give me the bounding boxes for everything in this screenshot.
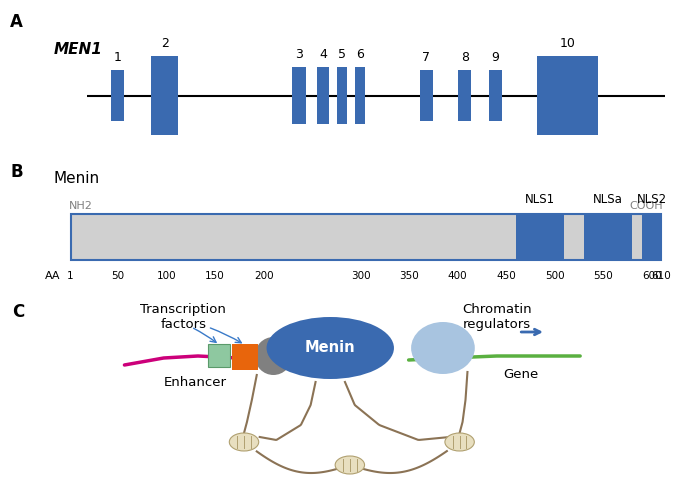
Text: 400: 400 (448, 271, 467, 281)
Bar (232, 344, 258, 370)
Bar (584, 214, 632, 260)
Text: Enhancer: Enhancer (164, 376, 227, 389)
Text: 10: 10 (560, 37, 575, 50)
Ellipse shape (445, 433, 474, 451)
Bar (458, 70, 471, 121)
Bar (71, 214, 516, 260)
Bar (516, 214, 564, 260)
Text: 1: 1 (114, 51, 121, 64)
Text: 500: 500 (545, 271, 564, 281)
Text: NLS2: NLS2 (636, 192, 667, 205)
Text: C: C (12, 303, 24, 321)
Text: Menin: Menin (54, 172, 100, 186)
Text: 9: 9 (492, 51, 499, 64)
Text: 4: 4 (319, 48, 327, 62)
Text: 50: 50 (112, 271, 125, 281)
Bar (337, 67, 347, 124)
Bar (317, 67, 329, 124)
Text: 450: 450 (497, 271, 516, 281)
Text: NLS1: NLS1 (525, 192, 555, 205)
Bar (208, 344, 230, 367)
Bar (71, 214, 661, 260)
Text: 600: 600 (642, 271, 662, 281)
Circle shape (255, 337, 292, 375)
Text: COOH: COOH (630, 202, 663, 211)
Text: 610: 610 (651, 271, 671, 281)
Text: Chromatin
regulators: Chromatin regulators (462, 303, 532, 331)
Text: 2: 2 (161, 37, 169, 50)
Bar (632, 214, 642, 260)
Text: AA: AA (45, 271, 60, 281)
Text: 6: 6 (356, 48, 364, 62)
Bar (292, 67, 306, 124)
Text: A: A (10, 13, 23, 31)
Text: Transcription
factors: Transcription factors (140, 303, 226, 331)
Text: NH2: NH2 (68, 202, 92, 211)
Bar (564, 214, 584, 260)
Ellipse shape (266, 317, 394, 379)
Text: 350: 350 (399, 271, 419, 281)
Text: NLSa: NLSa (593, 192, 623, 205)
Text: 5: 5 (338, 48, 346, 62)
Text: 3: 3 (295, 48, 303, 62)
Bar (151, 56, 178, 136)
Text: MEN1: MEN1 (54, 42, 103, 58)
Bar (420, 70, 433, 121)
Bar (489, 70, 502, 121)
Text: 7: 7 (423, 51, 430, 64)
Text: 550: 550 (593, 271, 613, 281)
Bar (355, 67, 364, 124)
Ellipse shape (229, 433, 259, 451)
Text: 300: 300 (351, 271, 371, 281)
Text: 8: 8 (461, 51, 469, 64)
Bar (111, 70, 124, 121)
Text: Gene: Gene (503, 368, 539, 381)
Text: 150: 150 (206, 271, 225, 281)
Text: 100: 100 (157, 271, 177, 281)
Bar (537, 56, 597, 136)
Ellipse shape (411, 322, 475, 374)
Text: 200: 200 (254, 271, 273, 281)
Text: 1: 1 (67, 271, 74, 281)
Bar (642, 214, 662, 260)
Ellipse shape (335, 456, 364, 474)
Text: B: B (10, 163, 23, 181)
Text: Menin: Menin (305, 340, 356, 355)
